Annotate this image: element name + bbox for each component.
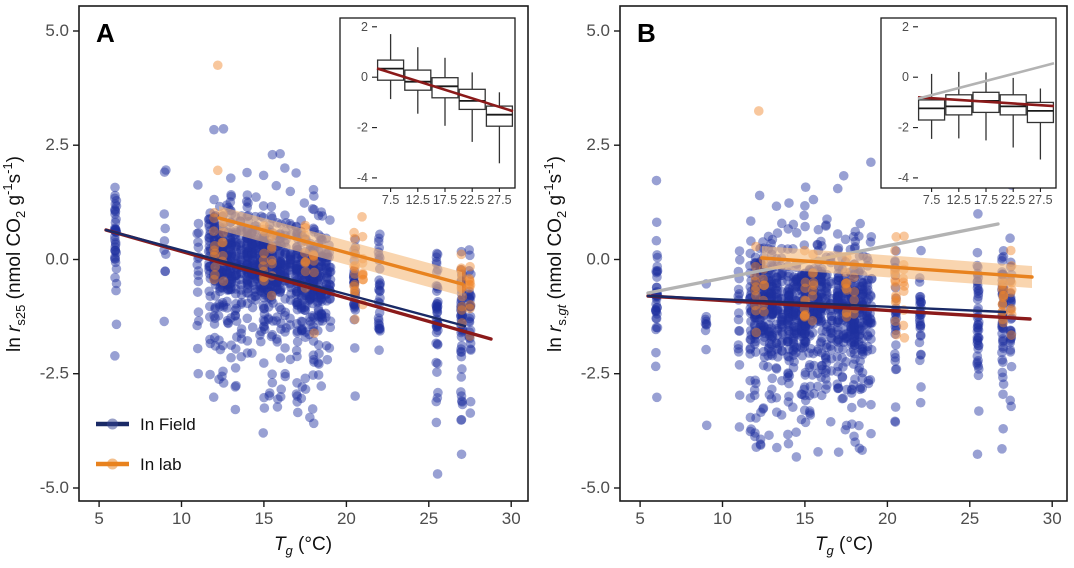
svg-text:12.5: 12.5	[406, 193, 430, 207]
svg-text:15: 15	[254, 509, 273, 528]
svg-text:2: 2	[361, 20, 368, 34]
svg-text:10: 10	[713, 509, 732, 528]
svg-text:5: 5	[635, 509, 644, 528]
svg-text:A: A	[96, 18, 115, 48]
svg-text:5: 5	[94, 509, 103, 528]
svg-text:25: 25	[960, 509, 979, 528]
svg-text:30: 30	[502, 509, 521, 528]
svg-text:-2: -2	[898, 121, 909, 135]
svg-text:2.5: 2.5	[586, 135, 610, 154]
svg-text:7.5: 7.5	[382, 193, 399, 207]
svg-text:22.5: 22.5	[1001, 193, 1025, 207]
svg-text:-2.5: -2.5	[581, 364, 610, 383]
svg-text:2: 2	[902, 20, 909, 34]
svg-text:17.5: 17.5	[974, 193, 998, 207]
svg-text:-2: -2	[357, 121, 368, 135]
svg-text:7.5: 7.5	[923, 193, 940, 207]
svg-text:0.0: 0.0	[45, 250, 69, 269]
svg-text:Tg (°C): Tg (°C)	[815, 534, 873, 558]
svg-text:20: 20	[878, 509, 897, 528]
svg-text:17.5: 17.5	[433, 193, 457, 207]
svg-text:5.0: 5.0	[45, 21, 69, 40]
svg-text:Tg (°C): Tg (°C)	[274, 534, 332, 558]
svg-text:In lab: In lab	[140, 455, 182, 474]
svg-text:5.0: 5.0	[586, 21, 610, 40]
svg-text:15: 15	[795, 509, 814, 528]
svg-text:0: 0	[902, 70, 909, 84]
svg-text:-4: -4	[357, 171, 368, 185]
svg-text:0.0: 0.0	[586, 250, 610, 269]
svg-text:-5.0: -5.0	[40, 478, 69, 497]
svg-text:10: 10	[172, 509, 191, 528]
svg-text:25: 25	[419, 509, 438, 528]
svg-text:-2.5: -2.5	[40, 364, 69, 383]
svg-text:B: B	[637, 18, 656, 48]
svg-text:0: 0	[361, 70, 368, 84]
svg-text:2.5: 2.5	[45, 135, 69, 154]
svg-text:30: 30	[1043, 509, 1062, 528]
svg-text:20: 20	[337, 509, 356, 528]
svg-text:12.5: 12.5	[947, 193, 971, 207]
svg-text:27.5: 27.5	[487, 193, 511, 207]
svg-text:-5.0: -5.0	[581, 478, 610, 497]
svg-text:27.5: 27.5	[1028, 193, 1052, 207]
svg-text:In Field: In Field	[140, 415, 196, 434]
svg-text:22.5: 22.5	[460, 193, 484, 207]
svg-text:-4: -4	[898, 171, 909, 185]
